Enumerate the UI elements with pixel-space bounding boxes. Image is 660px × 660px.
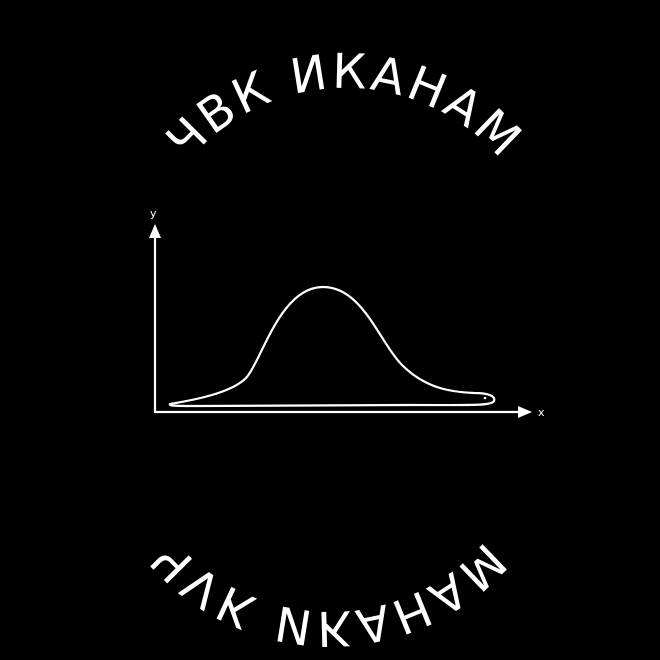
bottom-arc-text: ЧVК ИКАНАМ — [141, 530, 519, 656]
snake-eye — [483, 396, 487, 400]
top-arc-text-path: ЧВК ИКАНАМ — [156, 44, 531, 170]
axes-drawing — [149, 224, 532, 418]
x-axis-arrowhead — [518, 406, 532, 418]
top-arc-text: ЧВК ИКАНАМ — [156, 44, 534, 170]
y-axis-arrowhead — [149, 224, 161, 238]
bottom-arc-text-path: ЧVК ИКАНАМ — [141, 530, 519, 656]
x-axis-label: x — [538, 406, 545, 419]
bottom-arc-group: ЧVК ИКАНАМ — [141, 530, 519, 656]
y-axis-label: y — [150, 207, 157, 220]
bell-curve-snake — [168, 285, 496, 408]
